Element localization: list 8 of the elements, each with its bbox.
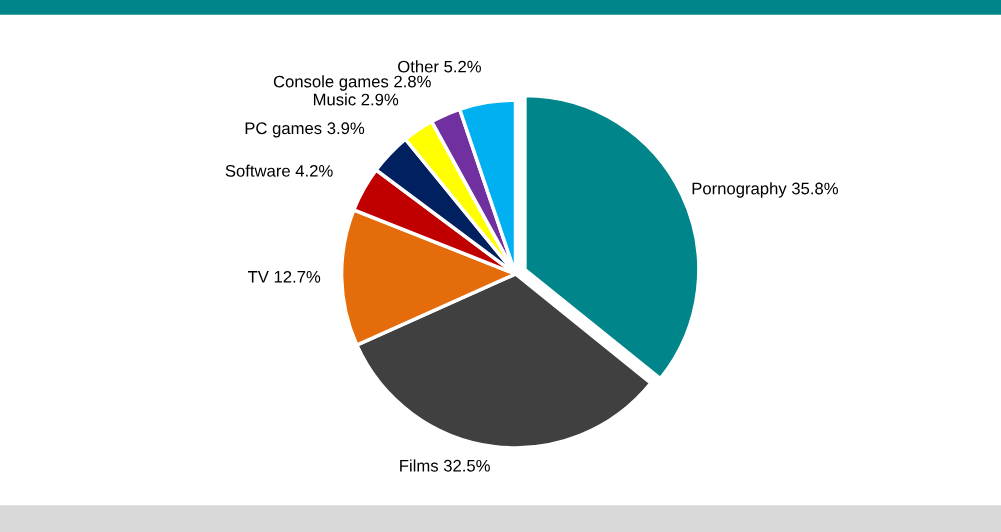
slice-label: Other 5.2% [398,60,481,73]
slice-label: Music 2.9% [313,93,399,106]
slice-label: Software 4.2% [225,164,333,177]
slice-label: PC games 3.9% [245,122,365,138]
slice-label: Console games 2.8% [273,75,431,91]
slice-label: Pornography 35.8% [692,182,838,198]
slice-label: TV 12.7% [247,270,321,283]
slice-label: Films 32.5% [400,459,490,472]
